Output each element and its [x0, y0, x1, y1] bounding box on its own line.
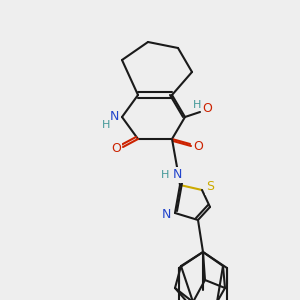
Text: H: H: [102, 120, 110, 130]
Text: S: S: [206, 181, 214, 194]
Text: O: O: [202, 103, 212, 116]
Text: N: N: [161, 208, 171, 221]
Text: O: O: [111, 142, 121, 155]
Text: N: N: [172, 169, 182, 182]
Text: N: N: [109, 110, 119, 124]
Text: H: H: [161, 170, 169, 180]
Text: H: H: [193, 100, 201, 110]
Text: O: O: [193, 140, 203, 154]
